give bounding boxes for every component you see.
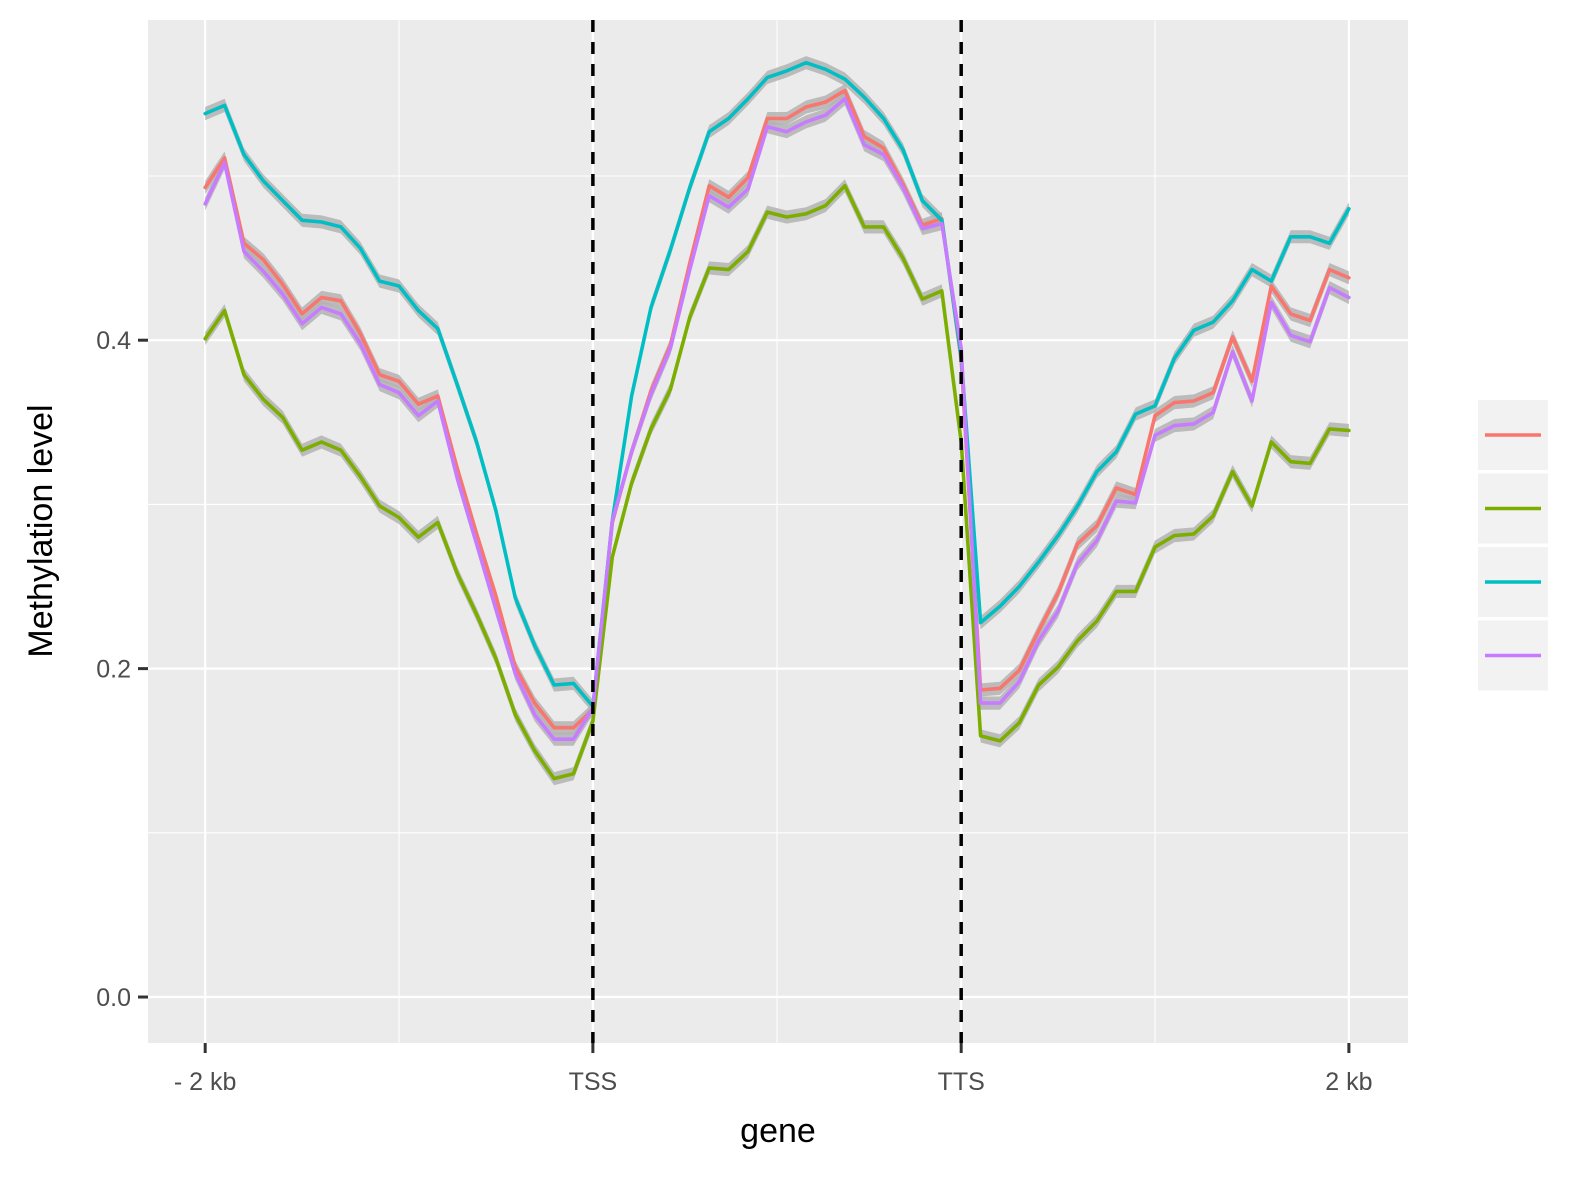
series-3-line — [203, 60, 1351, 709]
x-axis-title: gene — [740, 1112, 816, 1150]
series-2-line — [203, 184, 1351, 781]
x-tick-label: TSS — [569, 1068, 618, 1096]
x-tick-label: 2 kb — [1325, 1068, 1372, 1096]
series-4-line — [203, 97, 1351, 742]
y-tick-label: 0.2 — [96, 656, 131, 684]
y-tick-label: 0.4 — [96, 327, 131, 355]
reference-lines — [591, 20, 963, 1043]
y-axis: 0.0 0.2 0.4 — [96, 327, 148, 1012]
series-lines — [203, 60, 1351, 781]
y-axis-title: Methylation level — [22, 404, 60, 657]
panel-background — [148, 20, 1408, 1043]
legend — [1478, 400, 1548, 691]
y-tick-label: 0.0 — [96, 984, 131, 1012]
grid-minor — [148, 20, 1408, 1043]
x-axis: - 2 kb TSS TTS 2 kb — [174, 1043, 1373, 1096]
series-1-line — [203, 88, 1351, 730]
x-tick-label: TTS — [938, 1068, 985, 1096]
x-tick-label: - 2 kb — [174, 1068, 237, 1096]
